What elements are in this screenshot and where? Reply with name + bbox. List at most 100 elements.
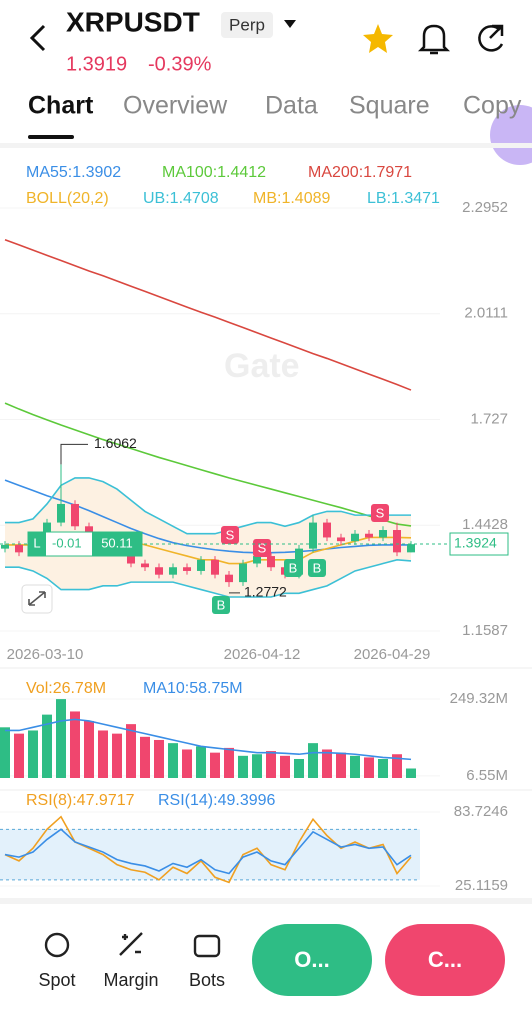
volume-bar: [140, 736, 150, 778]
expand-icon: [28, 591, 46, 606]
volume-bar: [308, 743, 318, 778]
bots-icon[interactable]: [193, 934, 221, 958]
candle-body: [225, 574, 233, 583]
trade-marker: [221, 526, 239, 544]
candle-body: [379, 530, 387, 538]
tab[interactable]: Square: [349, 92, 430, 120]
price: 1.3919: [66, 53, 127, 75]
tab[interactable]: Data: [265, 92, 318, 120]
indicator-line: [4, 238, 412, 391]
share-icon[interactable]: [478, 24, 504, 52]
high-label: 1.6062: [94, 435, 137, 451]
trade-marker-label: S: [376, 505, 385, 520]
candle-body: [1, 544, 9, 549]
volume-bar: [280, 755, 290, 778]
tab[interactable]: Overview: [123, 92, 228, 120]
legend-entry: BOLL(20,2): [26, 190, 109, 207]
candle-body: [169, 567, 177, 575]
volume-bar: [112, 733, 122, 778]
back-button[interactable]: [29, 24, 46, 52]
open-button[interactable]: [252, 924, 372, 996]
margin-icon[interactable]: [119, 932, 143, 956]
volume-bar: [322, 749, 332, 778]
position-side-bg: [28, 532, 46, 557]
bell-icon[interactable]: [417, 24, 451, 55]
legend-entry: LB:1.3471: [367, 190, 440, 207]
trade-marker-label: B: [289, 560, 298, 575]
y-tick-label: 83.7246: [454, 803, 508, 820]
close-button[interactable]: [385, 924, 505, 996]
tab[interactable]: Chart: [28, 92, 94, 120]
volume-bar: [210, 752, 220, 778]
candle-body: [323, 522, 331, 538]
spot-icon[interactable]: [44, 932, 70, 958]
volume-bar: [252, 754, 262, 778]
y-tick-label: 249.32M: [450, 690, 508, 707]
tab[interactable]: Copy: [463, 92, 522, 120]
watermark: Gate: [224, 347, 300, 385]
volume-bar: [154, 739, 164, 778]
nav-label[interactable]: Spot: [38, 970, 75, 990]
badge: Perp: [229, 15, 265, 34]
trade-marker-label: B: [217, 597, 226, 612]
volume-bar: [182, 749, 192, 778]
candle-body: [393, 530, 401, 553]
legend-entry: MA10:58.75M: [143, 680, 243, 697]
x-tick-label: 2026-04-12: [224, 646, 301, 663]
last-price-tag: [449, 532, 509, 556]
volume-bar: [98, 730, 108, 778]
volume-bar: [42, 714, 52, 778]
trade-marker-label: S: [258, 540, 267, 555]
candle-body: [351, 533, 359, 542]
dropdown-icon[interactable]: [284, 20, 296, 28]
x-tick-label: 2026-03-10: [7, 646, 84, 663]
assistant-bubble[interactable]: [490, 105, 532, 165]
candle-body: [197, 559, 205, 571]
legend-entry: MA100:1.4412: [162, 164, 266, 181]
legend-entry: RSI(14):49.3996: [158, 792, 276, 809]
button-label: C...: [428, 947, 462, 972]
y-tick-label: 2.0111: [464, 305, 508, 322]
candle-body: [239, 563, 247, 583]
trade-marker: [371, 504, 389, 522]
volume-bar: [168, 743, 178, 778]
rsi-line: [4, 828, 412, 875]
legend-entry: RSI(8):47.9717: [26, 792, 135, 809]
y-tick-label: 25.1159: [455, 877, 508, 894]
nav-label[interactable]: Bots: [189, 970, 225, 990]
legend-entry: MB:1.4089: [253, 190, 330, 207]
candle-body: [365, 533, 373, 538]
trade-marker: [253, 539, 271, 557]
y-tick-label: 1.1587: [462, 622, 508, 639]
candle-body: [211, 559, 219, 575]
y-tick-label: 6.55M: [466, 767, 508, 784]
divider: [0, 898, 532, 904]
volume-bar: [14, 733, 24, 778]
candle-body: [183, 567, 191, 571]
nav-label[interactable]: Margin: [103, 970, 158, 990]
x-tick-label: 2026-04-29: [354, 646, 431, 663]
change: -0.39%: [148, 53, 212, 75]
trade-marker: [212, 596, 230, 614]
trade-marker-label: S: [226, 527, 235, 542]
candle-body: [309, 522, 317, 549]
volume-bar: [364, 757, 374, 778]
y-tick-label: 1.727: [470, 410, 508, 427]
trade-marker-label: B: [313, 560, 322, 575]
candle-body: [253, 556, 261, 564]
volume-bar: [336, 752, 346, 778]
legend-entry: MA200:1.7971: [308, 164, 412, 181]
divider: [0, 143, 532, 148]
volume-bar: [224, 747, 234, 778]
favorite-icon[interactable]: [363, 24, 393, 53]
ma-line: [5, 718, 412, 761]
trade-marker: [284, 559, 302, 577]
button-label: O...: [294, 947, 329, 972]
candle-body: [337, 537, 345, 542]
volume-bar: [70, 711, 80, 778]
volume-bar: [28, 730, 38, 778]
badge-bg[interactable]: [221, 12, 273, 38]
position-pnl: -0.01: [52, 535, 82, 550]
candle-body: [155, 567, 163, 575]
